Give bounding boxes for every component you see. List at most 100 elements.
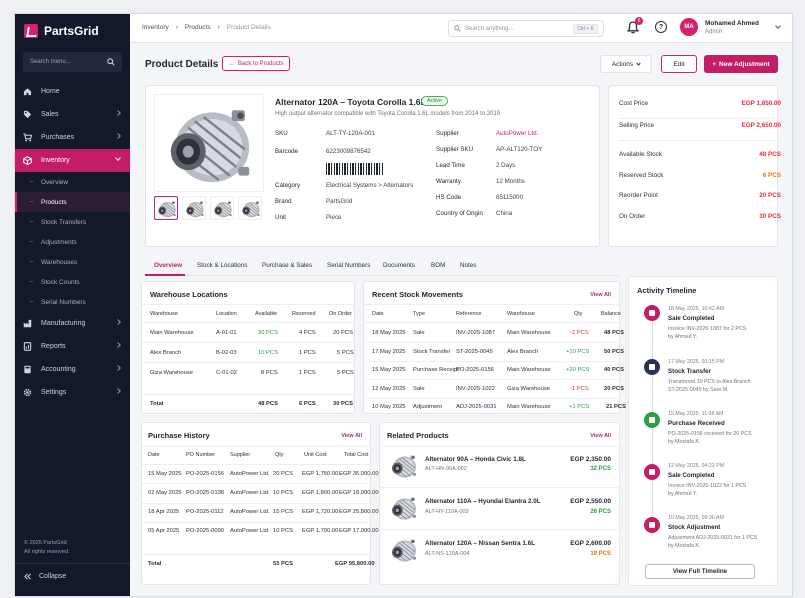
field-value: Piece [326, 214, 342, 221]
sidebar-item-sales[interactable]: Sales [15, 103, 130, 126]
sidebar-item-purchases[interactable]: Purchases [15, 126, 130, 149]
global-search-input[interactable]: Search anything... Ctrl + K [448, 20, 604, 37]
column-header: Date [148, 452, 160, 458]
sidebar-subitem-overview[interactable]: Overview [15, 172, 130, 192]
related-product-image [387, 451, 421, 481]
timeline-line [652, 321, 653, 536]
divider [364, 304, 621, 305]
tab-purchase-sales[interactable]: Purchase & Sales [262, 262, 313, 269]
sidebar-footer: © 2025 PartsGrid All rights reserved. [24, 539, 70, 557]
field-label: SKU [275, 130, 288, 137]
edit-button[interactable]: Edit [661, 55, 697, 73]
cell: +1 PCS [569, 404, 590, 410]
divider [364, 342, 621, 343]
cell: Adjustment [413, 404, 442, 410]
home-icon [23, 88, 32, 96]
cell: -1 PCS [570, 386, 589, 392]
tab-notes[interactable]: Notes [460, 262, 477, 269]
cell: 20 PCS [273, 471, 293, 477]
sidebar-subitem-stock-transfers[interactable]: Stock Transfers [15, 212, 130, 232]
cell: 1 PCS [299, 350, 316, 356]
sidebar-item-home[interactable]: Home [15, 80, 130, 103]
tab-bom[interactable]: BOM [431, 262, 446, 269]
product-thumbnail[interactable] [210, 196, 234, 220]
search-shortcut-badge: Ctrl + K [573, 23, 598, 34]
sidebar-subitem-products[interactable]: Products [15, 192, 130, 212]
product-main-image[interactable] [154, 94, 264, 192]
tab-serial-numbers[interactable]: Serial Numbers [327, 262, 371, 269]
cell: 10 PCS [273, 528, 293, 534]
breadcrumb-inventory[interactable]: Inventory [142, 24, 169, 31]
cell: 18 Apr 2025 [148, 509, 180, 515]
sidebar-subitem-stock-counts[interactable]: Stock Counts [15, 272, 130, 292]
box-icon [23, 156, 32, 165]
cell: Giza Warehouse [507, 386, 550, 392]
total-cell: 30 PCS [333, 401, 353, 407]
product-thumbnail[interactable] [238, 196, 262, 220]
user-name[interactable]: Mohamed Ahmed [705, 20, 759, 27]
view-full-timeline-button[interactable]: View Full Timeline [645, 564, 755, 579]
sidebar-search-input[interactable]: Search menu... [23, 52, 122, 72]
brand-logo[interactable]: PartsGrid [24, 23, 99, 39]
product-thumbnail[interactable] [154, 196, 178, 220]
field-label: Category [275, 182, 301, 189]
field-value: PartsGrid [326, 198, 353, 205]
timeline-detail: Invoice INV-2025-1087 for 2 PCS by Ahmed … [668, 325, 778, 341]
timeline-title: Sale Completed [668, 315, 715, 322]
sidebar-item-manufacturing[interactable]: Manufacturing [15, 312, 130, 335]
user-menu-chevron-icon[interactable] [775, 23, 781, 29]
sidebar-subitem-serial-numbers[interactable]: Serial Numbers [15, 292, 130, 312]
collapse-button[interactable]: Collapse [24, 573, 66, 580]
cell: Alex Branch [150, 350, 182, 356]
cart-icon [644, 305, 660, 321]
timeline-detail: Adjustment ADJ-2025-0031 for 1 PCS by Mos… [668, 534, 778, 550]
calculator-icon [24, 365, 31, 374]
view-all-link[interactable]: View All [590, 292, 611, 298]
total-cell: 48 PCS [258, 401, 278, 407]
recent-stock-movements-card: Recent Stock Movements View All Date Typ… [363, 281, 626, 414]
sidebar-item-accounting[interactable]: Accounting [15, 358, 130, 381]
avatar[interactable]: MA [680, 18, 698, 36]
cell: 10 PCS [258, 350, 278, 356]
actions-dropdown-button[interactable]: Actions [600, 55, 652, 73]
timeline-time: 12 May 2025, 04:22 PM [668, 463, 725, 469]
tab-documents[interactable]: Documents [383, 262, 415, 269]
timeline-title: Stock Transfer [668, 368, 711, 375]
sidebar-item-inventory[interactable]: Inventory [15, 149, 130, 172]
breadcrumb-products[interactable]: Products [184, 24, 211, 31]
sidebar-subitem-adjustments[interactable]: Adjustments [15, 232, 130, 252]
sidebar-search-placeholder: Search menu... [30, 59, 71, 65]
timeline-detail-line: by Mostafa K. [668, 543, 701, 549]
cell: 15 May 2025 [148, 471, 182, 477]
help-icon[interactable]: ? [655, 21, 667, 33]
back-to-products-button[interactable]: ← Back to Products [222, 56, 291, 71]
column-header: Available [255, 311, 278, 317]
new-adjustment-button[interactable]: + New Adjustment [704, 55, 778, 73]
field-label: Unit [275, 214, 287, 221]
total-cell: EGP 95,800.00 [335, 561, 375, 567]
tab-overview[interactable]: Overview [154, 262, 183, 269]
sidebar-subitem-warehouses[interactable]: Warehouses [15, 252, 130, 272]
view-all-link[interactable]: View All [341, 433, 362, 439]
sidebar-item-reports[interactable]: Reports [15, 335, 130, 358]
view-all-link[interactable]: View All [590, 433, 611, 439]
related-product-qty: 26 PCS [590, 509, 611, 515]
total-cell: 55 PCS [273, 561, 293, 567]
field-value: 85115000 [496, 194, 524, 201]
divider [619, 118, 781, 119]
tag-icon [23, 110, 32, 119]
field-label: Warranty [436, 178, 461, 185]
cell: ADJ-2025-0031 [456, 404, 497, 410]
column-header: Warehouse [507, 311, 535, 317]
field-value: Electrical Systems > Alternators [326, 182, 414, 189]
product-thumbnail[interactable] [182, 196, 206, 220]
divider [619, 140, 781, 141]
chevron-right-icon [115, 342, 121, 348]
related-product-image [387, 493, 421, 523]
card-title: Warehouse Locations [150, 290, 228, 299]
tab-stock-locations[interactable]: Stock & Locations [197, 262, 248, 269]
supplier-link[interactable]: AutoPower Ltd. [496, 130, 539, 137]
field-label: Barcode [275, 148, 299, 155]
sidebar-item-label: Purchases [41, 134, 75, 141]
sidebar-item-settings[interactable]: Settings [15, 381, 130, 404]
